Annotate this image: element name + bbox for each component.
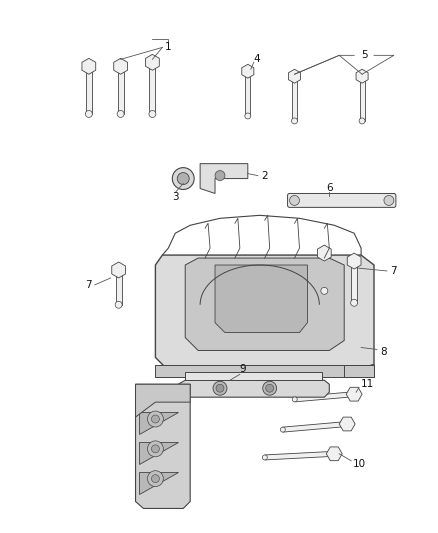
Polygon shape	[185, 258, 344, 351]
Text: 8: 8	[381, 348, 387, 358]
Circle shape	[266, 384, 274, 392]
Circle shape	[263, 381, 277, 395]
Bar	[351, 261, 357, 303]
Polygon shape	[114, 58, 127, 74]
Text: 5: 5	[361, 50, 367, 60]
Bar	[116, 270, 122, 305]
Bar	[86, 66, 92, 114]
Circle shape	[351, 300, 357, 306]
Circle shape	[215, 171, 225, 181]
Text: 7: 7	[85, 280, 92, 290]
Text: 11: 11	[360, 379, 374, 389]
Circle shape	[216, 384, 224, 392]
Bar	[344, 365, 374, 377]
Polygon shape	[326, 447, 342, 461]
Circle shape	[152, 415, 159, 423]
Circle shape	[172, 168, 194, 190]
Polygon shape	[155, 255, 374, 370]
Circle shape	[152, 445, 159, 453]
Text: 3: 3	[172, 192, 179, 203]
Polygon shape	[242, 64, 254, 78]
Bar	[118, 66, 124, 114]
Text: 1: 1	[165, 43, 172, 52]
Polygon shape	[339, 417, 355, 431]
Polygon shape	[135, 384, 190, 417]
Polygon shape	[138, 472, 178, 494]
Text: 9: 9	[240, 365, 246, 374]
Circle shape	[148, 441, 163, 457]
Bar	[360, 76, 364, 121]
Polygon shape	[145, 54, 159, 70]
Circle shape	[149, 110, 156, 117]
Bar	[149, 62, 155, 114]
Circle shape	[85, 110, 92, 117]
Circle shape	[213, 381, 227, 395]
Text: 10: 10	[353, 459, 366, 469]
Circle shape	[148, 471, 163, 487]
Polygon shape	[200, 164, 248, 193]
Circle shape	[262, 455, 267, 460]
Polygon shape	[138, 442, 178, 464]
Text: 4: 4	[254, 54, 260, 64]
Circle shape	[177, 173, 189, 184]
Bar	[321, 253, 327, 291]
Circle shape	[148, 411, 163, 427]
Bar	[245, 71, 250, 116]
Polygon shape	[346, 387, 362, 401]
Polygon shape	[135, 384, 190, 508]
Polygon shape	[283, 422, 347, 432]
Circle shape	[292, 118, 297, 124]
Polygon shape	[356, 69, 368, 83]
Polygon shape	[112, 262, 126, 278]
Circle shape	[280, 427, 285, 432]
Polygon shape	[138, 412, 178, 434]
Bar	[292, 76, 297, 121]
Text: 7: 7	[391, 266, 397, 276]
Circle shape	[321, 287, 328, 294]
Polygon shape	[178, 380, 329, 397]
Circle shape	[359, 118, 365, 124]
Circle shape	[115, 301, 122, 308]
Polygon shape	[318, 245, 331, 261]
Polygon shape	[294, 392, 354, 402]
Circle shape	[290, 196, 300, 205]
Text: 2: 2	[261, 171, 268, 181]
Circle shape	[152, 475, 159, 482]
Polygon shape	[82, 58, 96, 74]
Circle shape	[117, 110, 124, 117]
Polygon shape	[215, 265, 307, 333]
Bar	[155, 365, 374, 377]
Polygon shape	[347, 253, 361, 269]
FancyBboxPatch shape	[288, 193, 396, 207]
Circle shape	[384, 196, 394, 205]
Circle shape	[292, 397, 297, 402]
Polygon shape	[289, 69, 300, 83]
Text: 6: 6	[326, 183, 332, 193]
Bar	[185, 373, 322, 380]
Circle shape	[245, 113, 251, 119]
Polygon shape	[265, 451, 334, 460]
